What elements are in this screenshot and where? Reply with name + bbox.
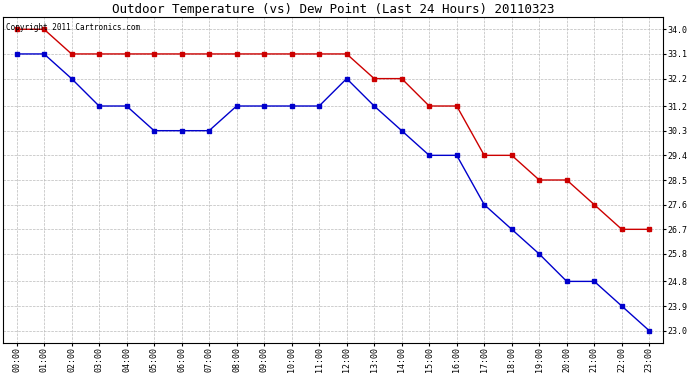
Text: Copyright 2011 Cartronics.com: Copyright 2011 Cartronics.com — [6, 24, 140, 33]
Title: Outdoor Temperature (vs) Dew Point (Last 24 Hours) 20110323: Outdoor Temperature (vs) Dew Point (Last… — [112, 3, 554, 16]
